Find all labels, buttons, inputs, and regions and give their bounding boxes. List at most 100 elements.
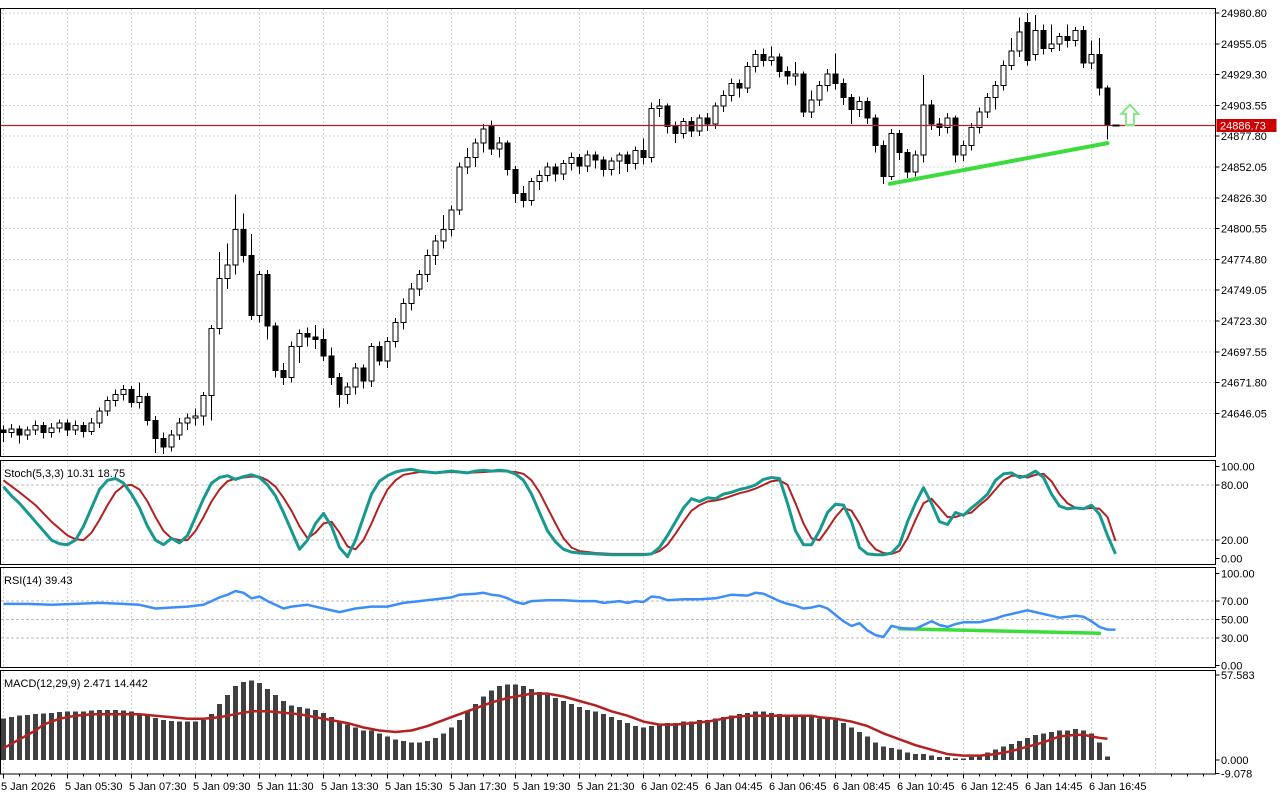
candle-body xyxy=(520,192,527,202)
macd-histogram-bar xyxy=(705,720,710,760)
macd-histogram-bar xyxy=(433,737,438,760)
stochastic-panel[interactable] xyxy=(0,460,1216,565)
candle-body xyxy=(472,142,479,158)
macd-histogram-bar xyxy=(801,717,806,760)
candle-body xyxy=(624,154,631,164)
macd-histogram-bar xyxy=(793,715,798,760)
macd-histogram-bar xyxy=(169,720,174,760)
support-trendline[interactable] xyxy=(887,141,1110,186)
main-price-panel[interactable] xyxy=(0,8,1216,457)
candle-body xyxy=(320,338,327,357)
macd-histogram-bar xyxy=(921,754,926,760)
candle-body xyxy=(1040,30,1047,50)
candle-body xyxy=(184,417,191,424)
candle-body xyxy=(688,121,695,132)
candle-body xyxy=(240,228,247,257)
candle-body xyxy=(424,255,431,276)
candle-body xyxy=(928,104,935,125)
candle-body xyxy=(648,107,655,158)
price-tick-label: 24980.80 xyxy=(1221,8,1267,20)
macd-histogram-bar xyxy=(913,754,918,760)
macd-histogram-bar xyxy=(265,689,270,760)
macd-histogram-bar xyxy=(1089,733,1094,760)
candle-body xyxy=(1104,87,1111,127)
indicator-axes[interactable]: 100.00 80.00 20.00 0.00 100.00 70.00 50.00 30.0… xyxy=(1215,462,1255,781)
candle-body xyxy=(960,145,967,156)
candle-body xyxy=(528,180,535,202)
candlestick-series[interactable] xyxy=(1,12,1111,455)
indicator-tick-label: 20.00 xyxy=(1221,535,1249,547)
macd-histogram-bar xyxy=(465,711,470,760)
price-objects[interactable] xyxy=(1,103,1215,186)
main-grid xyxy=(3,9,1156,456)
macd-histogram-bar xyxy=(1049,731,1054,760)
macd-histogram-bar xyxy=(41,713,46,760)
macd-histogram-bar xyxy=(737,714,742,760)
candle-body xyxy=(456,166,463,211)
macd-histogram-bar xyxy=(385,736,390,760)
candle-body xyxy=(560,162,567,175)
rsi-grid xyxy=(3,568,1156,667)
macd-histogram-bar xyxy=(633,726,638,760)
candle-body xyxy=(1088,54,1095,64)
candle-body xyxy=(912,154,919,173)
macd-histogram-bar xyxy=(1081,730,1086,760)
macd-histogram-bar xyxy=(617,720,622,760)
indicator-tick-label: -9.078 xyxy=(1221,768,1252,780)
price-tick-label: 24723.30 xyxy=(1221,316,1267,328)
macd-histogram-bar xyxy=(209,714,214,760)
macd-histogram-bar xyxy=(969,757,974,760)
candle-body xyxy=(1048,43,1055,50)
macd-histogram-bar xyxy=(393,739,398,760)
macd-histogram-bar xyxy=(505,684,510,760)
macd-histogram-bar xyxy=(873,742,878,760)
macd-histogram-bar xyxy=(97,709,102,760)
macd-histogram-bar xyxy=(689,721,694,760)
rsi-panel[interactable] xyxy=(0,567,1216,668)
macd-histogram-bar xyxy=(481,696,486,760)
candle-body xyxy=(248,255,255,316)
macd-histogram-bar xyxy=(1017,740,1022,760)
time-axis[interactable]: 5 Jan 2026 5 Jan 05:30 5 Jan 07:30 5 Jan 09… xyxy=(1,774,1204,793)
stoch-level-lines xyxy=(1,484,1215,541)
price-tick-label: 24877.80 xyxy=(1221,131,1267,143)
candle-body xyxy=(744,66,751,89)
stoch-main-line xyxy=(2,467,1117,559)
indicator-tick-label: 57.583 xyxy=(1221,670,1255,682)
macd-histogram-bar xyxy=(225,695,230,760)
candle-body xyxy=(840,82,847,99)
macd-histogram-bar xyxy=(409,742,414,760)
time-tick-label: 5 Jan 15:30 xyxy=(385,781,443,793)
candle-body xyxy=(384,341,391,362)
candle-body xyxy=(216,277,223,330)
macd-histogram-bar xyxy=(297,706,302,760)
macd-histogram-bar xyxy=(953,758,958,760)
macd-histogram-bar xyxy=(65,711,70,760)
candle-body xyxy=(720,94,727,107)
candle-body xyxy=(56,422,63,429)
macd-histogram-bar xyxy=(601,714,606,760)
rsi-level-lines xyxy=(1,600,1215,639)
candle-body xyxy=(96,410,103,424)
candle-body xyxy=(880,145,887,178)
candle-body xyxy=(816,85,823,101)
macd-histogram-bar xyxy=(73,711,78,760)
candle-body xyxy=(896,133,903,154)
time-tick-label: 5 Jan 13:30 xyxy=(321,781,379,793)
price-axis[interactable]: 24980.80 24955.05 24929.30 24903.55 24877.80… xyxy=(1215,8,1267,420)
candle-body xyxy=(752,54,759,68)
macd-histogram-bar xyxy=(657,724,662,760)
price-tick-label: 24852.05 xyxy=(1221,162,1267,174)
rsi-support-trendline[interactable] xyxy=(897,626,1102,636)
price-tick-label: 24697.55 xyxy=(1221,347,1267,359)
candle-body xyxy=(784,70,791,77)
macd-histogram-bar xyxy=(785,715,790,760)
candle-body xyxy=(448,209,455,230)
buy-signal-arrow-icon[interactable] xyxy=(1119,103,1141,126)
candle-body xyxy=(496,142,503,150)
candle-body xyxy=(176,422,183,436)
candle-body xyxy=(680,121,687,135)
macd-histogram-bar xyxy=(945,757,950,760)
macd-histogram-bar xyxy=(961,758,966,760)
candle-body xyxy=(360,367,367,382)
